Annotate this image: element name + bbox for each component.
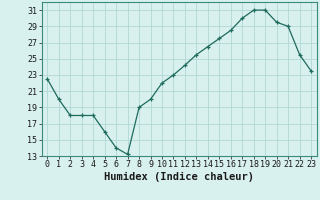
X-axis label: Humidex (Indice chaleur): Humidex (Indice chaleur): [104, 172, 254, 182]
